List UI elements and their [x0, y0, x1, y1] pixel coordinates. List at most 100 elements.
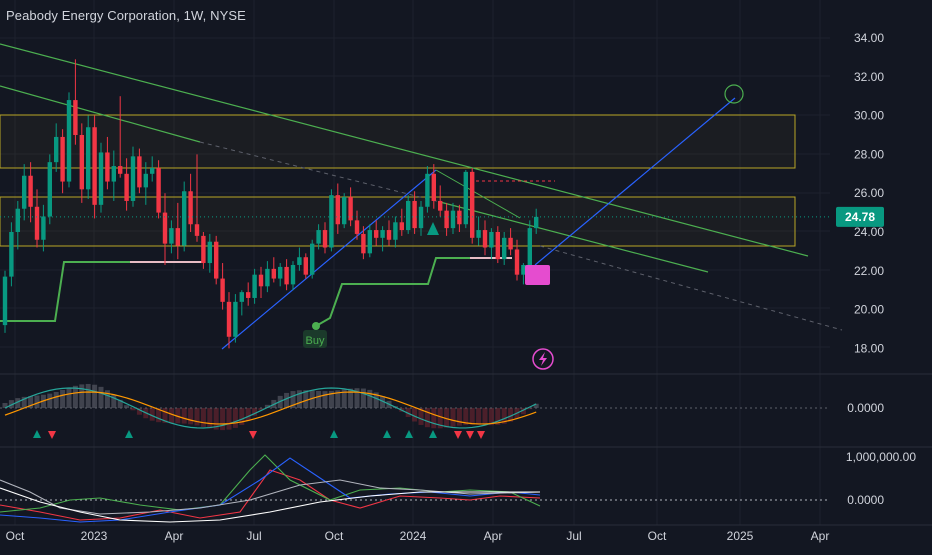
histogram-bar [316, 390, 322, 408]
histogram-bar [213, 408, 219, 430]
histogram-bar [527, 408, 533, 410]
candle-body [66, 100, 72, 182]
candle-body [322, 230, 328, 248]
signal-down-triangle [454, 431, 462, 439]
histogram-bar [290, 391, 296, 408]
candle-body [534, 216, 539, 229]
candle-body [233, 301, 238, 337]
candle-body [502, 237, 507, 260]
signal-down-triangle [477, 431, 485, 439]
histogram-bar [469, 408, 475, 425]
price-tick-label: 32.00 [854, 70, 884, 84]
candle-body [393, 222, 398, 240]
histogram-bar [149, 408, 155, 421]
histogram-bar [92, 384, 98, 408]
histogram-bar [21, 396, 27, 408]
candle-body [79, 135, 84, 190]
candle-body [73, 100, 78, 135]
candle-body [137, 156, 142, 188]
time-tick-label: Jul [246, 529, 261, 543]
histogram-bar [60, 389, 66, 408]
candle-body [406, 200, 411, 231]
histogram-bar [296, 390, 302, 408]
histogram-bar [111, 394, 117, 408]
candle-body [271, 268, 276, 279]
last-price-badge [836, 206, 884, 227]
buy-dot [312, 322, 320, 330]
histogram-bar [341, 389, 347, 408]
candle-body [290, 264, 296, 285]
lightning-icon [532, 348, 554, 370]
price-tick-label: 18.00 [854, 341, 884, 355]
candle-body [150, 167, 155, 174]
histogram-bar [232, 408, 238, 428]
histogram-bar [437, 408, 443, 429]
signal-box [525, 265, 550, 285]
histogram-bar [245, 408, 251, 421]
trendline-lower-cont [439, 201, 709, 273]
candle-body [143, 173, 148, 188]
projection-line [534, 97, 736, 266]
trendline-lower-dashed [199, 141, 441, 203]
candle-body [265, 268, 270, 287]
oscillator-1-slow [4, 391, 537, 425]
trend-lines [0, 43, 843, 350]
channel-line [221, 169, 437, 350]
time-tick-label: Apr [165, 529, 184, 543]
candle-body [60, 136, 65, 182]
buy-label-bg [303, 330, 327, 348]
candle-body [92, 127, 97, 205]
histogram-bar [8, 400, 14, 408]
time-tick-label: Oct [648, 529, 667, 543]
price-tick-label: 22.00 [854, 264, 884, 278]
candle-body [418, 206, 424, 229]
candle-body [450, 210, 456, 229]
time-tick-label: Apr [811, 529, 830, 543]
chart-title: Peabody Energy Corporation, 1W, NYSE [6, 8, 246, 23]
histogram-bar [258, 408, 264, 411]
candle-body [412, 200, 417, 229]
candle-body [489, 232, 494, 248]
candle-body [214, 241, 219, 279]
candle-body [463, 171, 468, 225]
histogram-bar [181, 408, 187, 424]
histogram-bar [79, 384, 85, 408]
histogram-bar [405, 408, 411, 417]
candle-body [105, 152, 110, 182]
time-tick-label: Apr [484, 529, 503, 543]
candle-body [207, 241, 212, 264]
candle-body [220, 278, 225, 302]
candle-body [310, 243, 315, 275]
histogram-bar [508, 408, 514, 422]
candle-body [156, 167, 161, 213]
histogram-bar [104, 390, 110, 408]
candle-body [508, 237, 513, 250]
histogram-bar [72, 385, 78, 408]
oscillator-2 [0, 454, 830, 523]
signal-up-triangle [125, 430, 133, 438]
histogram-bar [431, 408, 437, 429]
histogram-bar [136, 408, 142, 415]
oscillator-2-tick: 1,000,000.00 [846, 450, 916, 464]
candle-body [367, 230, 372, 254]
signal-up-triangle [33, 430, 41, 438]
candle-body [386, 230, 392, 240]
histogram-bar [322, 391, 328, 408]
candle-body [348, 197, 353, 221]
trendline-upper [0, 43, 809, 257]
histogram-bar [53, 391, 59, 408]
candle-body [444, 210, 449, 229]
trendline-dashed-ext [539, 245, 843, 331]
histogram-bar [373, 392, 379, 408]
oscillator-2-line [0, 457, 541, 523]
histogram-bar [418, 408, 424, 425]
buy-triangle [427, 222, 439, 235]
histogram-bar [328, 390, 334, 408]
candle-body [482, 230, 488, 248]
candle-body [399, 222, 404, 231]
candle-body [246, 292, 251, 298]
histogram-bar [162, 408, 168, 423]
histogram-bar [412, 408, 418, 422]
